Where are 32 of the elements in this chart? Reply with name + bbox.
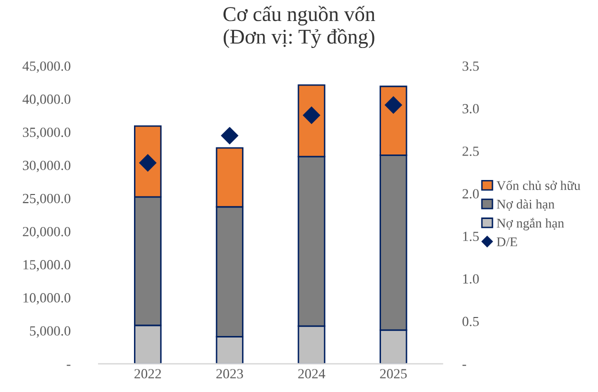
y-tick-label: 30,000.0 <box>22 160 70 172</box>
point <box>221 127 238 144</box>
y2-tick-label: 0.5 <box>462 316 479 326</box>
y2-tick-label: 3.5 <box>462 61 479 71</box>
x-tick-label: 2025 <box>380 369 407 378</box>
y2-tick-label: 1.5 <box>463 232 479 242</box>
legend-label: D/E <box>496 237 518 246</box>
y2-tick-label: 3.0 <box>462 104 479 114</box>
y-tick-label: 40,000.0 <box>22 94 70 106</box>
y-tick-label: 20,000.0 <box>22 226 70 238</box>
y-tick-label: 5,000.0 <box>30 326 70 338</box>
y2-tick-label: - <box>462 364 466 366</box>
y-tick-label: 15,000.0 <box>24 260 70 272</box>
legend-label: Vốn chủ sở hữu <box>496 180 580 190</box>
chart-title: Cơ cấu nguồn vốn <box>223 6 376 26</box>
y-tick-label: 10,000.0 <box>24 293 70 305</box>
legend-label: Nợ dài hạn <box>496 199 554 211</box>
legend-label: Nợ ngắn hạn <box>496 218 564 230</box>
y-tick-label: 35,000.0 <box>22 128 70 140</box>
y2-tick-label: 2.5 <box>462 146 479 156</box>
chart-subtitle: (Đơn vị: Tỷ đồng) <box>224 28 374 48</box>
y2-tick-label: 1.0 <box>463 274 479 284</box>
point <box>384 96 402 114</box>
x-tick-label: 2022 <box>134 369 161 378</box>
point <box>139 154 156 172</box>
y-tick-label: - <box>66 364 70 366</box>
y-tick-label: 45,000.0 <box>22 61 70 73</box>
x-tick-label: 2024 <box>298 369 326 378</box>
point <box>302 106 320 124</box>
x-tick-label: 2023 <box>216 369 244 378</box>
y-tick-label: 25,000.0 <box>22 194 70 206</box>
y2-tick-label: 2.0 <box>462 189 479 199</box>
